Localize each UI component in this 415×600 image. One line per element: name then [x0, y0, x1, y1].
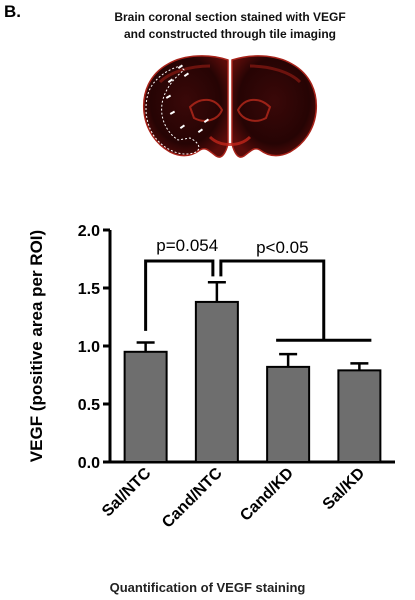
x-tick-label: Sal/KD: [320, 465, 368, 513]
bar: [123, 350, 168, 463]
roi-outline: [145, 65, 200, 155]
arrow-marker: [179, 124, 186, 129]
x-tick-label: Cand/NTC: [159, 464, 226, 531]
arrow-markers: [165, 64, 210, 133]
p-value-annotation: p<0.05: [256, 238, 308, 257]
image-caption: Quantification of VEGF staining: [109, 580, 306, 595]
x-tick-label: Cand/KD: [237, 465, 297, 525]
arrow-marker: [167, 78, 174, 83]
y-tick-label: 0.5: [78, 397, 100, 414]
arrow-marker: [177, 64, 184, 69]
vegf-bar-chart: VEGF (positive area per ROI) 0.0 0.5 1.0 1.…: [0, 205, 415, 535]
arrow-marker: [169, 110, 176, 115]
left-hemisphere: [142, 55, 229, 158]
arrow-marker: [203, 118, 210, 123]
bar: [337, 369, 382, 463]
bar: [266, 365, 311, 464]
chart-svg: VEGF (positive area per ROI) 0.0 0.5 1.0 1.…: [27, 223, 395, 532]
significance-bracket: [144, 259, 215, 331]
brain-section-illustration: [142, 55, 318, 158]
image-title-line-1: Brain coronal section stained with VEGF: [114, 10, 346, 24]
x-tick-label: Sal/NTC: [99, 464, 155, 520]
panel-label: B.: [4, 2, 21, 21]
brain-section-image: [130, 52, 330, 172]
inner-structure-right: [236, 98, 272, 122]
arrow-marker: [183, 72, 190, 77]
y-tick-label: 2.0: [78, 223, 100, 240]
arrow-marker: [165, 94, 172, 99]
y-axis-label: VEGF (positive area per ROI): [27, 230, 46, 462]
lower-structure: [208, 135, 252, 146]
inner-structure-left: [188, 98, 224, 122]
y-tick-label: 1.5: [78, 281, 100, 298]
y-tick-label: 1.0: [78, 339, 100, 356]
right-hemisphere: [231, 55, 318, 158]
p-value-annotation: p=0.054: [156, 236, 218, 255]
image-title-line-2: and constructed through tile imaging: [123, 27, 336, 41]
cortex-band-right: [249, 64, 302, 84]
arrow-marker: [197, 128, 204, 133]
significance-bracket: [219, 259, 326, 341]
y-tick-label: 0.0: [78, 455, 100, 472]
bar: [194, 300, 239, 463]
cortex-band-left: [158, 64, 211, 84]
